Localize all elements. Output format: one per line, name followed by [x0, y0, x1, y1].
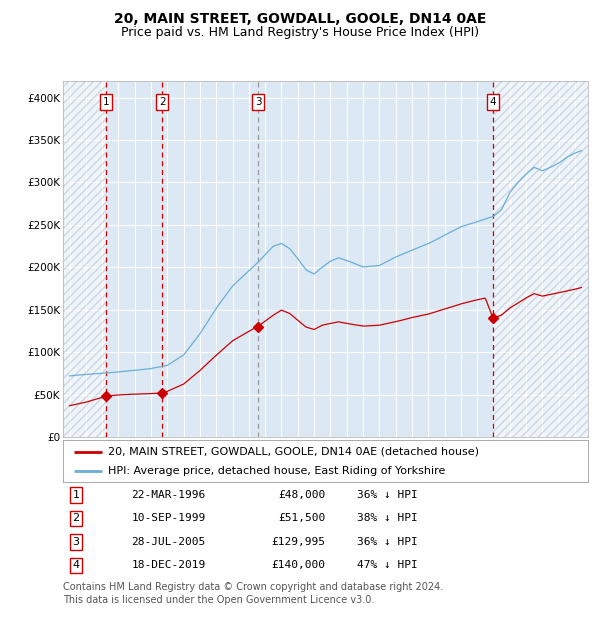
Text: Price paid vs. HM Land Registry's House Price Index (HPI): Price paid vs. HM Land Registry's House …	[121, 26, 479, 39]
Text: 4: 4	[490, 97, 496, 107]
Text: 20, MAIN STREET, GOWDALL, GOOLE, DN14 0AE: 20, MAIN STREET, GOWDALL, GOOLE, DN14 0A…	[114, 12, 486, 27]
Text: HPI: Average price, detached house, East Riding of Yorkshire: HPI: Average price, detached house, East…	[107, 466, 445, 476]
Text: 3: 3	[255, 97, 262, 107]
Bar	[493, 81, 588, 437]
Bar	[63, 81, 106, 437]
Text: 20, MAIN STREET, GOWDALL, GOOLE, DN14 0AE (detached house): 20, MAIN STREET, GOWDALL, GOOLE, DN14 0A…	[107, 446, 479, 456]
Text: 2: 2	[73, 513, 80, 523]
Text: 4: 4	[73, 560, 80, 570]
Text: £51,500: £51,500	[278, 513, 325, 523]
Text: £140,000: £140,000	[271, 560, 325, 570]
Text: 10-SEP-1999: 10-SEP-1999	[131, 513, 205, 523]
Text: 36% ↓ HPI: 36% ↓ HPI	[357, 537, 418, 547]
Text: £129,995: £129,995	[271, 537, 325, 547]
Text: £48,000: £48,000	[278, 490, 325, 500]
Text: 1: 1	[103, 97, 109, 107]
Text: 18-DEC-2019: 18-DEC-2019	[131, 560, 205, 570]
Text: 28-JUL-2005: 28-JUL-2005	[131, 537, 205, 547]
Text: 38% ↓ HPI: 38% ↓ HPI	[357, 513, 418, 523]
Text: Contains HM Land Registry data © Crown copyright and database right 2024.
This d: Contains HM Land Registry data © Crown c…	[63, 582, 443, 604]
Text: 3: 3	[73, 537, 80, 547]
Text: 22-MAR-1996: 22-MAR-1996	[131, 490, 205, 500]
Text: 36% ↓ HPI: 36% ↓ HPI	[357, 490, 418, 500]
Text: 2: 2	[159, 97, 166, 107]
Text: 47% ↓ HPI: 47% ↓ HPI	[357, 560, 418, 570]
Text: 1: 1	[73, 490, 80, 500]
